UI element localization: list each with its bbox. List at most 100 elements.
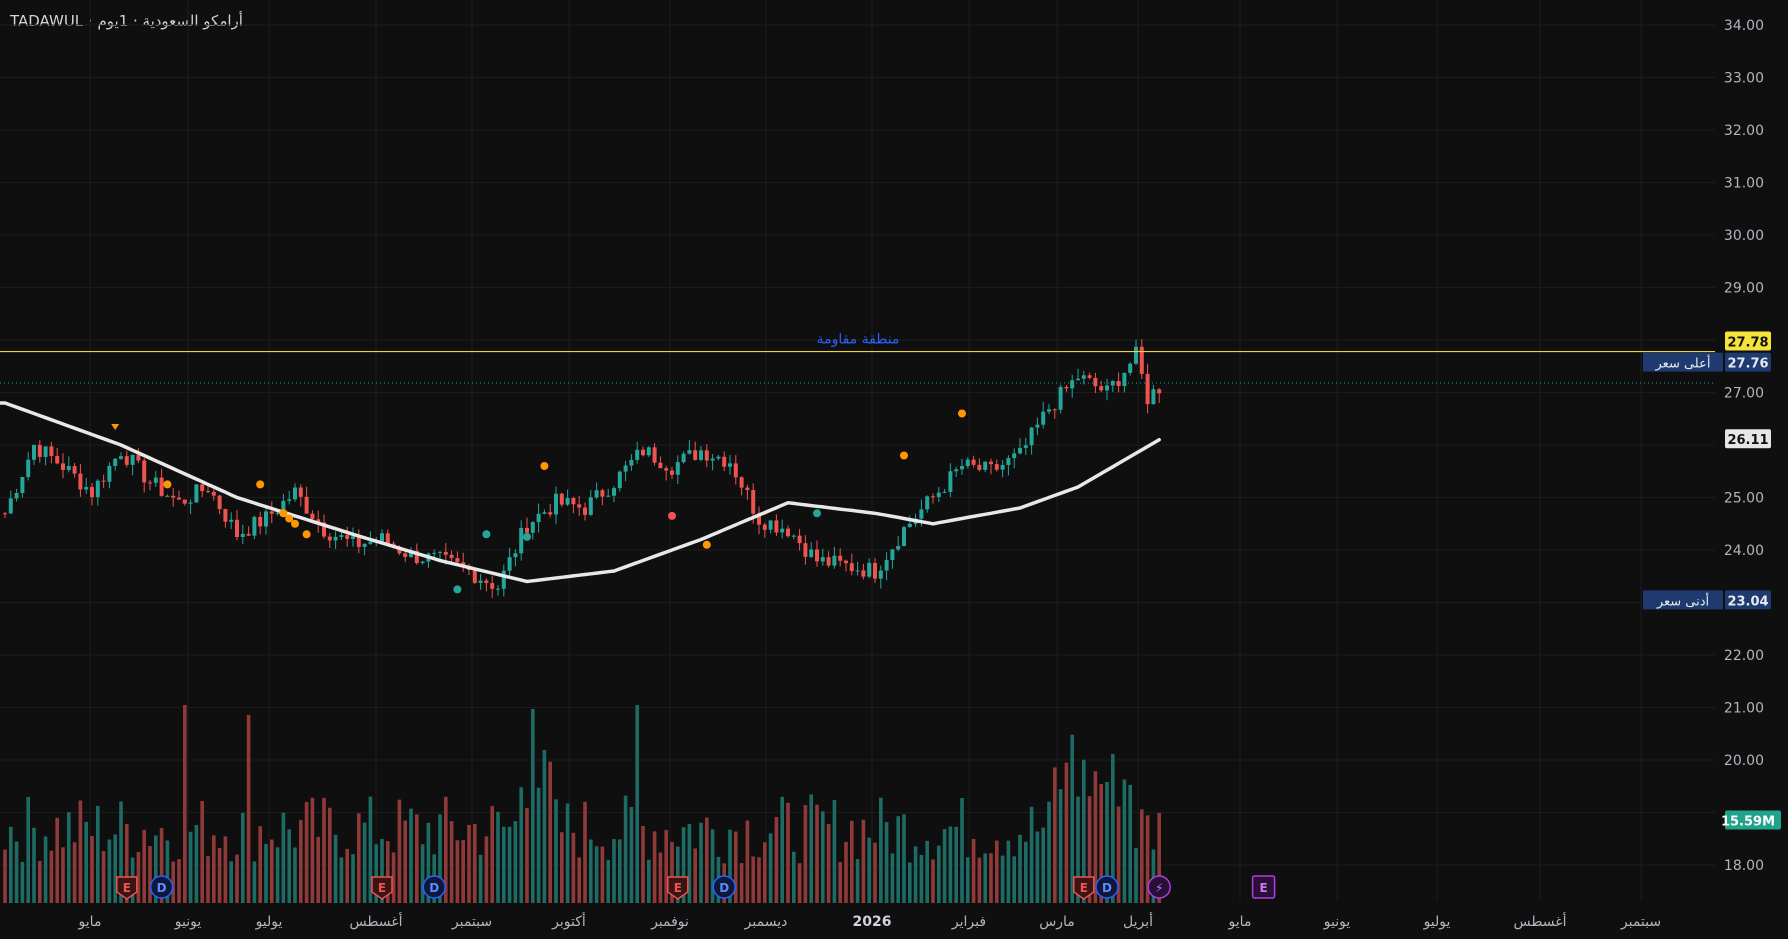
candle-body [710, 458, 715, 461]
volume-bar [1000, 855, 1005, 903]
candle-body [490, 583, 495, 589]
volume-bar [316, 836, 320, 903]
volume-bar [113, 834, 117, 903]
candle-body [542, 512, 547, 514]
price-tick-label: 24.00 [1724, 543, 1764, 559]
volume-bar [374, 844, 378, 903]
resistance-label: منطقة مقاومة [817, 332, 900, 348]
candle-body [148, 482, 152, 484]
candle-body [264, 511, 268, 527]
candle-body [455, 558, 460, 563]
candle-body [61, 463, 65, 470]
candle-body [327, 536, 332, 541]
candle-body [397, 546, 402, 554]
time-axis-label: 2026 [853, 914, 892, 930]
volume-bar [1041, 827, 1045, 903]
earnings-marker-icon [371, 876, 393, 900]
volume-bar [1082, 759, 1086, 903]
candle-body [223, 509, 228, 522]
candle-body [1145, 373, 1150, 405]
candle-body [739, 477, 744, 488]
low-price-badge: 23.04 [1727, 594, 1768, 609]
candle-body [577, 504, 582, 508]
candle-body [583, 507, 587, 515]
candle-body [820, 557, 825, 562]
candle-body [936, 492, 941, 497]
volume-bar [977, 857, 982, 903]
volume-bar [647, 859, 651, 903]
candle-body [229, 519, 234, 522]
volume-value-badge: 15.59M [1721, 815, 1775, 830]
volume-bar [838, 862, 842, 903]
volume-bar [745, 820, 750, 903]
volume-bar [548, 761, 552, 903]
candle-body [159, 477, 164, 496]
low-price-label-bg [1643, 590, 1723, 610]
candle-body [971, 459, 976, 465]
volume-bar [687, 823, 692, 903]
candle-body [733, 463, 738, 478]
volume-bar [884, 822, 889, 903]
candle-body [351, 536, 355, 539]
candle-body [1157, 389, 1162, 394]
volume-bar [212, 835, 216, 903]
time-axis-label: سبتمبر [1620, 914, 1661, 930]
candle-body [3, 513, 7, 515]
high-price-badge-bg [1725, 352, 1771, 372]
volume-bar [757, 857, 761, 903]
volume-bar [942, 828, 947, 903]
time-axis-label: يونيو [1323, 914, 1351, 930]
volume-bar [38, 860, 42, 903]
candle-body [1029, 427, 1034, 446]
candle-body [281, 500, 286, 513]
volume-bar [281, 812, 286, 903]
price-tick-label: 18.00 [1724, 858, 1764, 874]
volume-bar [1006, 840, 1011, 903]
volume-bar [780, 796, 784, 903]
candle-body [304, 496, 309, 514]
volume-bar [913, 846, 918, 903]
volume-bar [3, 849, 7, 903]
volume-bar [896, 816, 900, 903]
signal-dot [702, 540, 711, 549]
volume-bar [438, 814, 442, 903]
candle-body [571, 498, 576, 505]
candle-body [1128, 363, 1133, 373]
volume-bar [815, 804, 819, 903]
dividend-marker-icon [149, 875, 174, 899]
volume-bar [844, 841, 848, 903]
candle-body [530, 522, 535, 533]
volume-bar [1029, 806, 1034, 903]
volume-bar [397, 799, 402, 903]
volume-bar [502, 826, 506, 903]
candle-body [258, 516, 263, 527]
candle-body [815, 549, 819, 562]
candle-body [188, 502, 193, 504]
signal-dot [900, 451, 908, 460]
candle-body [20, 477, 25, 494]
candle-body [275, 512, 280, 514]
volume-bar [119, 801, 123, 903]
event-marker-letter: D [719, 881, 729, 895]
volume-bar [84, 821, 88, 903]
volume-bar [937, 845, 941, 903]
candle-body [339, 535, 344, 537]
volume-bar [1024, 841, 1028, 903]
volume-bar [14, 841, 19, 903]
signal-dot [291, 519, 299, 528]
price-tick-label: 20.00 [1724, 753, 1764, 769]
volume-bar [287, 829, 291, 903]
time-axis-label: نوفمبر [650, 914, 689, 930]
time-axis-label: ديسمبر [744, 914, 788, 930]
candle-body [664, 468, 669, 471]
volume-bar [589, 839, 593, 903]
event-marker-letter: E [1259, 881, 1267, 895]
candle-body [728, 463, 732, 467]
volume-bar [270, 839, 274, 903]
candle-body [72, 466, 77, 474]
candle-body [722, 456, 727, 467]
volume-bar [606, 859, 610, 903]
candle-body [994, 464, 999, 470]
candle-body [675, 462, 680, 475]
